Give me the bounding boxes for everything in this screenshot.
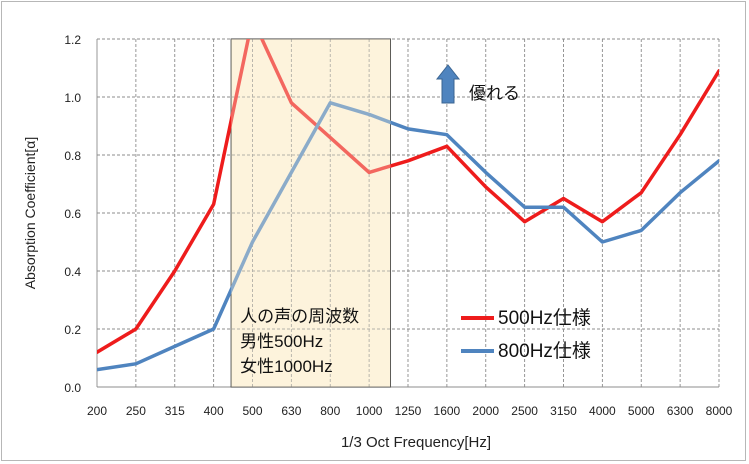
x-tick-label: 200: [87, 404, 107, 418]
x-tick-label: 3150: [550, 404, 577, 418]
better-arrow-icon: [435, 64, 461, 104]
y-tick-label: 1.0: [64, 91, 81, 105]
x-tick-label: 2500: [511, 404, 538, 418]
x-tick-label: 800: [320, 404, 340, 418]
better-arrow-label: 優れる: [469, 84, 520, 103]
y-tick-label: 0.6: [64, 207, 81, 221]
y-tick-label: 0.2: [64, 323, 81, 337]
x-tick-label: 1000: [356, 404, 383, 418]
x-tick-label: 500: [242, 404, 262, 418]
voice-annotation-line: 女性1000Hz: [240, 357, 333, 376]
y-tick-label: 1.2: [64, 33, 81, 47]
x-tick-label: 2000: [472, 404, 499, 418]
highlight-wash: [231, 39, 391, 387]
y-axis-title: Absorption Coefficient[α]: [22, 137, 38, 290]
legend-label-1: 500Hz仕様: [498, 307, 591, 329]
x-tick-label: 1600: [434, 404, 461, 418]
voice-annotation-line: 人の声の周波数: [240, 307, 359, 326]
x-tick-label: 315: [165, 404, 185, 418]
x-tick-label: 6300: [667, 404, 694, 418]
x-tick-label: 1250: [395, 404, 422, 418]
y-tick-label: 0.0: [64, 381, 81, 395]
x-tick-label: 400: [204, 404, 224, 418]
series-group: [97, 39, 719, 372]
voice-annotation-line: 男性500Hz: [240, 332, 323, 351]
x-tick-label: 8000: [706, 404, 733, 418]
x-tick-label: 5000: [628, 404, 655, 418]
x-axis-title: 1/3 Oct Frequency[Hz]: [341, 434, 491, 451]
x-tick-label: 4000: [589, 404, 616, 418]
y-tick-label: 0.4: [64, 265, 81, 279]
voice-frequency-highlight-border: [230, 38, 392, 388]
y-tick-label: 0.8: [64, 149, 81, 163]
legend-label-2: 800Hz仕様: [498, 340, 591, 362]
x-tick-label: 250: [126, 404, 146, 418]
x-tick-label: 630: [281, 404, 301, 418]
